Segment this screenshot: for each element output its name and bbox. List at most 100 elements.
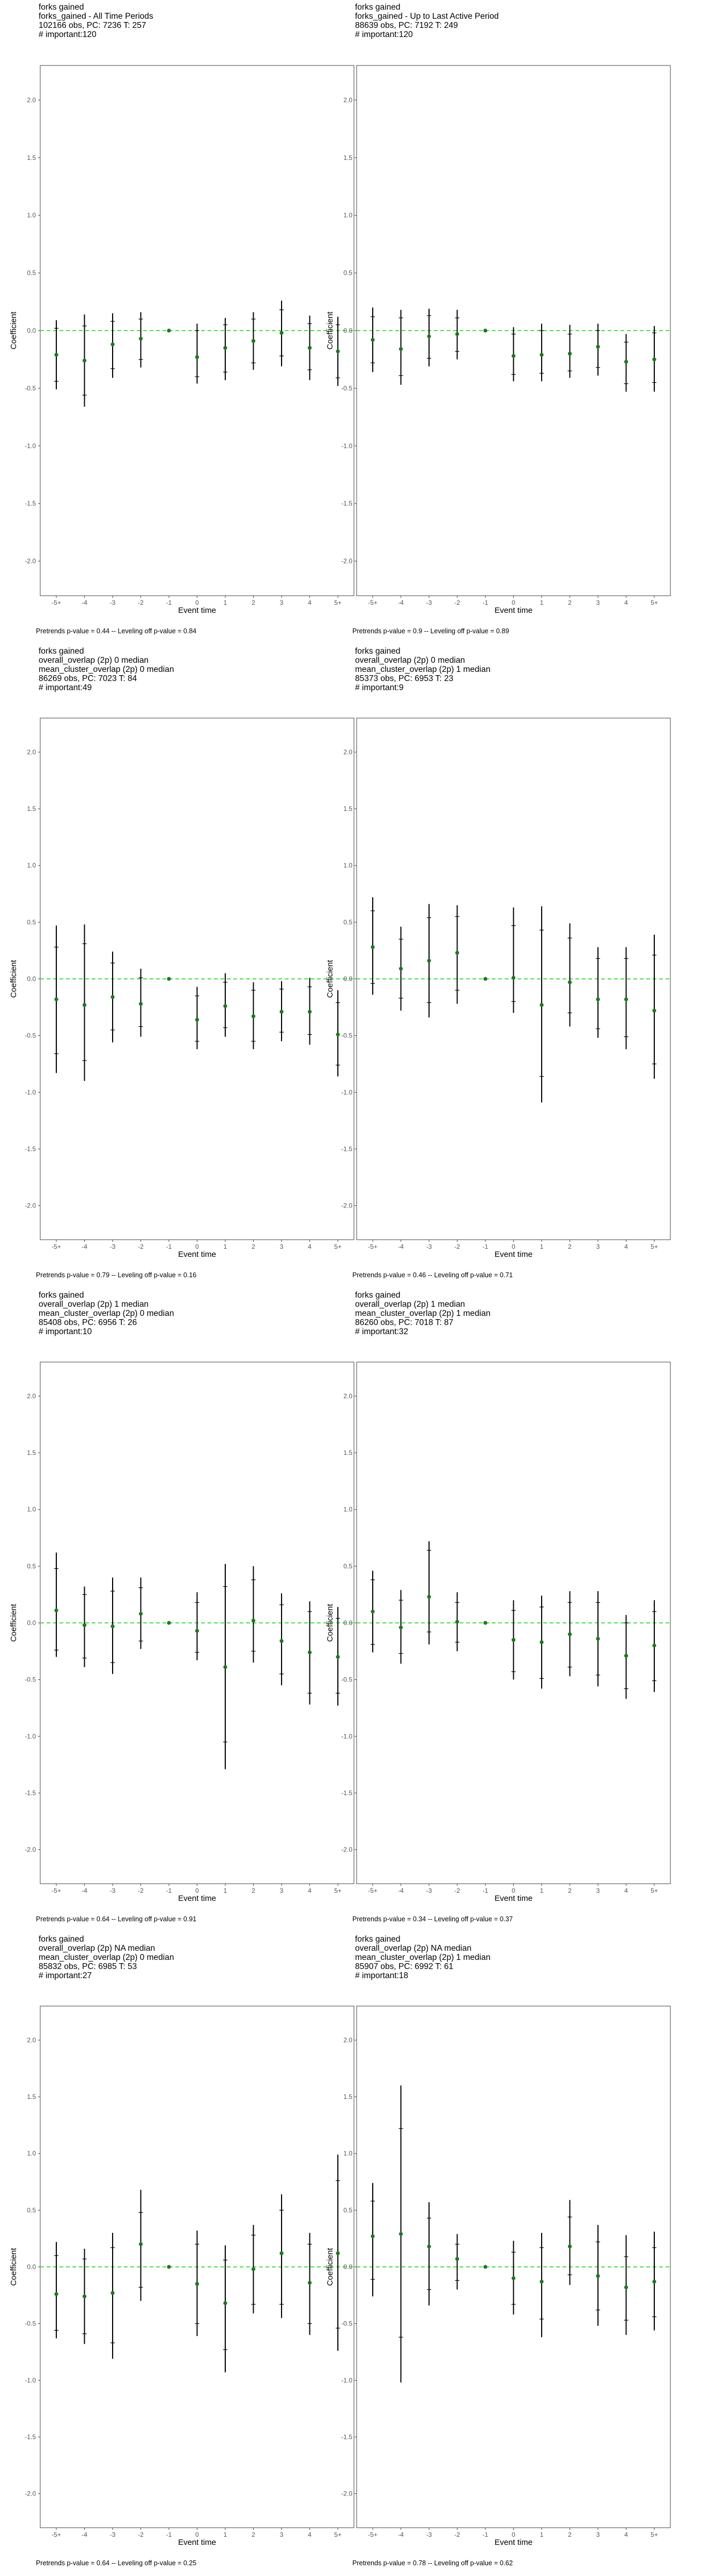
y-tick-label: 0.0 [27,975,36,983]
y-tick-label: -1.0 [341,1732,352,1740]
x-tick-label: -5+ [368,1887,378,1894]
y-tick-label: 1.5 [27,2093,36,2101]
x-tick-label: -1 [166,1243,172,1250]
y-tick-label: 1.0 [27,1506,36,1513]
y-tick-label: 1.0 [27,862,36,869]
x-tick-label: -3 [110,1243,116,1250]
coefficient-point [427,334,431,339]
y-tick-label: -2.0 [341,558,352,565]
y-tick-label: -1.5 [341,2433,352,2441]
x-tick-label: -1 [166,2531,172,2538]
x-tick-label: -3 [110,1887,116,1894]
panel-title-line: mean_cluster_overlap (2p) 1 median [355,665,490,674]
y-tick-label: 1.0 [27,2150,36,2157]
y-tick-label: -2.0 [25,558,36,565]
coefficient-point [110,2291,115,2295]
y-axis-label: Coefficient [9,311,18,349]
y-tick-label: -2.0 [341,1846,352,1854]
panel-title-line: forks gained [355,1291,400,1300]
x-tick-label: 3 [596,2531,600,2538]
coefficient-point [82,2294,87,2299]
x-tick-label: -3 [426,2531,432,2538]
x-tick-label: 4 [624,1887,628,1894]
x-tick-label: 1 [224,1887,227,1894]
coefficient-point [307,346,312,350]
coefficient-point [54,2292,58,2296]
coefficient-point [427,958,431,963]
y-tick-label: 1.0 [343,1506,352,1513]
coefficient-point [567,352,572,356]
x-tick-label: 2 [252,1887,255,1894]
coefficient-point [511,2276,516,2280]
y-tick-label: 1.5 [27,154,36,162]
coefficient-point [511,976,516,980]
panel-title-line: forks gained [39,647,84,656]
x-tick-label: -1 [483,599,489,606]
y-tick-label: -1.5 [25,1789,36,1797]
coefficient-point [511,354,516,358]
coefficient-point [398,2232,403,2236]
y-tick-label: -0.5 [25,1676,36,1684]
panel-footer-pvalues: Pretrends p-value = 0.64 -- Leveling off… [36,2559,196,2567]
coefficient-point [483,2265,487,2269]
x-axis-label: Event time [178,2538,216,2547]
x-tick-label: -4 [82,599,87,606]
x-tick-label: -4 [82,1887,87,1894]
x-tick-label: 5+ [334,1243,342,1250]
coefficient-point [110,995,115,999]
coefficient-point [624,997,629,1001]
x-tick-label: -5+ [368,599,378,606]
y-tick-label: 0.0 [343,2263,352,2271]
panel-title-line: # important:9 [355,683,403,692]
coefficient-point [307,1650,312,1655]
panel-title-line: 85373 obs, PC: 6953 T: 23 [355,674,453,683]
coefficient-point [54,353,58,357]
y-tick-label: -0.5 [341,2320,352,2328]
panel-title-line: forks gained [355,1935,400,1944]
coefficient-point [279,331,284,335]
y-tick-label: -0.5 [341,1676,352,1684]
coefficient-point [596,345,600,349]
y-tick-label: -1.5 [341,1789,352,1797]
coefficient-point [82,1623,87,1627]
y-tick-label: 0.5 [27,2206,36,2214]
y-tick-label: -1.0 [25,442,36,450]
coefficient-point [652,1008,656,1013]
x-tick-label: 3 [280,1243,284,1250]
x-tick-label: -2 [454,1243,460,1250]
panel-title-line: # important:49 [39,683,92,692]
coefficient-point [455,950,460,955]
x-tick-label: 4 [308,599,312,606]
panel-title-line: 85907 obs, PC: 6992 T: 61 [355,1962,453,1971]
coefficient-point [596,997,600,1001]
x-tick-label: 1 [224,2531,227,2538]
panel-title-line: overall_overlap (2p) NA median [39,1944,155,1953]
x-tick-label: 1 [224,1243,227,1250]
y-tick-label: 0.5 [343,269,352,277]
panel-title-line: # important:27 [39,1971,92,1980]
x-tick-label: 3 [596,1887,600,1894]
coefficient-point [195,355,200,360]
panel-title-line: forks_gained - All Time Periods [39,12,153,21]
x-tick-label: 0 [195,2531,199,2538]
x-tick-label: -2 [138,599,144,606]
panel-footer-pvalues: Pretrends p-value = 0.78 -- Leveling off… [352,2559,513,2567]
coefficient-point [596,1636,600,1641]
x-tick-label: -5+ [51,1887,61,1894]
coefficient-point [138,1612,143,1616]
y-tick-label: 1.0 [343,862,352,869]
x-tick-label: 4 [624,599,628,606]
coefficient-point [223,2301,227,2306]
panel-title-line: forks gained [39,1935,84,1944]
x-tick-label: -1 [166,599,172,606]
x-tick-label: 5+ [334,1887,342,1894]
panel-title-line: overall_overlap (2p) 1 median [39,1300,149,1309]
y-tick-label: -1.5 [25,2433,36,2441]
x-tick-label: -3 [426,1887,432,1894]
panel-title-line: 88639 obs, PC: 7192 T: 249 [355,21,458,30]
panel-title-line: # important:10 [39,1327,92,1336]
x-tick-label: -4 [398,1243,404,1250]
